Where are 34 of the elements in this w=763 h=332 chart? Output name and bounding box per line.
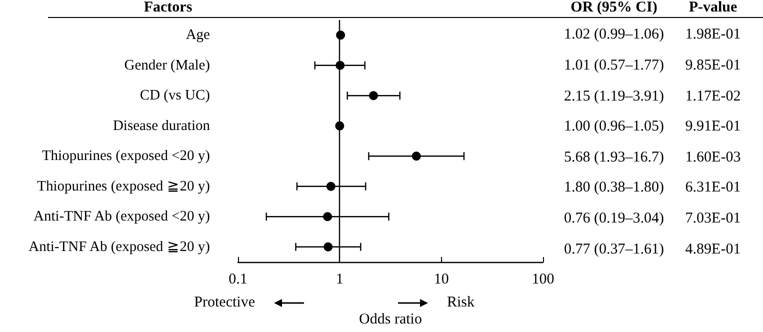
y-tick-label: Thiopurines (exposed <20 y) [42, 148, 210, 164]
text: 2.15 (1.19–3.91) [564, 88, 664, 106]
text: 6.31E-01 [685, 180, 741, 197]
text: 1.60E-03 [685, 149, 741, 166]
text: 1.00 (0.96–1.05) [564, 118, 664, 136]
text: 1.01 (0.57–1.77) [564, 57, 664, 74]
text: 1.98E-01 [685, 26, 741, 44]
y-tick-label: Thiopurines (exposed ≧20 y) [37, 178, 210, 194]
y-tick-label: Anti-TNF Ab (exposed <20 y) [33, 208, 210, 225]
text: 4.89E-01 [685, 241, 741, 258]
text: 9.91E-01 [685, 118, 741, 136]
text: 7.03E-01 [685, 210, 741, 228]
x-tick-label: 100 [532, 272, 554, 288]
text: 0.77 (0.37–1.61) [564, 241, 664, 258]
text: Protective [194, 294, 255, 312]
y-tick-label: Age [186, 27, 210, 44]
text: 1.02 (0.99–1.06) [564, 26, 664, 44]
text: 9.85E-01 [685, 57, 741, 74]
y-tick-label: Anti-TNF Ab (exposed ≧20 y) [28, 238, 210, 255]
x-axis-title: Odds ratio [359, 312, 422, 328]
text: 0.76 (0.19–3.04) [564, 210, 664, 228]
y-tick-label: Disease duration [112, 118, 211, 134]
text: 1.17E-02 [685, 88, 741, 106]
y-tick-label: CD (vs UC) [140, 88, 210, 104]
text: 1.80 (0.38–1.80) [564, 180, 664, 197]
x-tick-label: 0.1 [228, 272, 248, 288]
text: OR (95% CI) [570, 0, 658, 16]
text: Risk [447, 294, 475, 312]
text: P-value [688, 0, 738, 16]
y-axis-title: Factors [144, 0, 192, 16]
y-tick-label: Gender (Male) [124, 57, 210, 74]
x-tick-label: 10 [434, 272, 449, 288]
text: 5.68 (1.93–16.7) [564, 149, 664, 166]
x-tick-label: 1 [336, 272, 344, 288]
